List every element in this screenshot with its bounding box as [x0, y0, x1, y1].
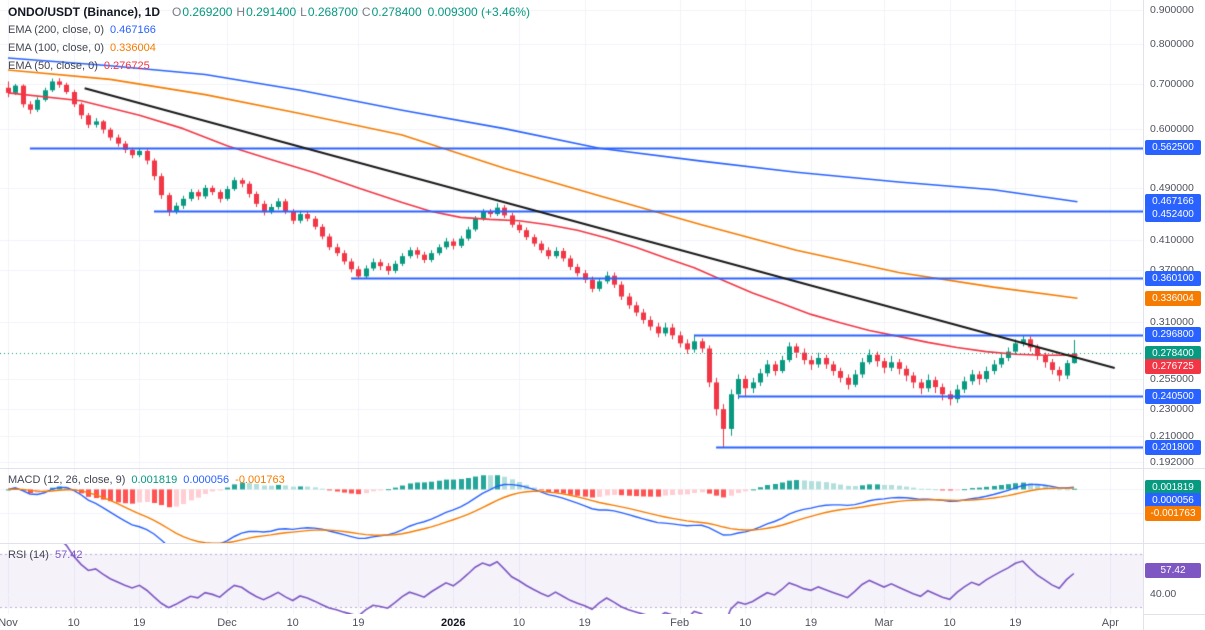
macd-legend[interactable]: MACD (12, 26, close, 9) 0.001819 0.000056-…: [8, 471, 285, 489]
time-axis-label: 2026: [441, 617, 466, 629]
time-axis-label: 19: [804, 617, 818, 629]
ohlc-change: 0.009300 (+3.46%): [427, 5, 531, 19]
time-axis[interactable]: Nov 10 19 Dec 10 19 2026 10 19 Feb 10 19 Mar 10 19 Apr: [0, 614, 1143, 630]
price-badge-level: 0.201800: [1145, 439, 1201, 455]
rsi-axis-label: 40.00: [1150, 587, 1177, 600]
symbol-legend-row[interactable]: ONDO/USDT (Binance), 1D O0.269200 H0.29140…: [8, 3, 530, 21]
macd-badge-signal: -0.001763: [1145, 505, 1201, 521]
price-badge-level: 0.452400: [1145, 207, 1201, 223]
price-badge-level: 0.562500: [1145, 140, 1201, 155]
price-axis-label: 0.192000: [1150, 455, 1194, 468]
macd-panel-canvas[interactable]: [0, 468, 1143, 543]
ema-legend-value: 0.276725: [103, 60, 150, 72]
ohlc-high: 0.291400: [246, 5, 297, 19]
price-axis-label: 0.700000: [1150, 77, 1194, 90]
macd-legend-value-2: -0.001763: [235, 474, 285, 486]
price-badge-last: 0.278400: [1145, 345, 1201, 361]
ema-legend-value: 0.467166: [110, 24, 156, 36]
time-axis-label: 10: [739, 617, 752, 629]
macd-legend-value-0: 0.001819: [131, 474, 178, 486]
price-badge-ema-200: 0.467166: [1145, 194, 1201, 210]
ema-legend-label: EMA (100, close, 0): [8, 42, 104, 54]
ohlc-low: 0.268700: [307, 5, 358, 19]
time-axis-label: 19: [352, 617, 365, 629]
ema-legend-value: 0.336004: [110, 42, 156, 54]
time-axis-label: 10: [512, 617, 526, 629]
price-badge-level: 0.296800: [1145, 327, 1201, 343]
rsi-panel-canvas[interactable]: [0, 543, 1143, 614]
time-axis-label: Feb: [670, 617, 690, 629]
macd-badge-hist: 0.001819: [1145, 479, 1201, 495]
price-badge-ema-50: 0.276725: [1145, 358, 1201, 374]
price-axis-label: 0.490000: [1150, 181, 1194, 194]
ema-legend-label: EMA (200, close, 0): [8, 24, 104, 36]
rsi-legend[interactable]: RSI (14) 57.42: [8, 546, 83, 564]
time-axis-label: 10: [943, 617, 956, 629]
rsi-badge: 57.42: [1145, 563, 1201, 579]
time-axis-label: Dec: [217, 617, 237, 629]
price-badge-level: 0.360100: [1145, 270, 1201, 286]
ema-legend-label: EMA (50, close, 0): [8, 60, 98, 72]
time-axis-label: Mar: [874, 617, 894, 629]
ohlc-close: 0.278400: [371, 5, 422, 19]
price-axis-label: 0.255000: [1150, 372, 1194, 385]
price-axis-label: 0.310000: [1150, 315, 1194, 328]
ema-legend-row-2[interactable]: EMA (50, close, 0) 0.276725: [8, 57, 530, 75]
chart-legend: ONDO/USDT (Binance), 1D O0.269200 H0.29140…: [8, 3, 530, 75]
time-axis-label: 10: [286, 617, 299, 629]
time-axis-label: Apr: [1101, 617, 1119, 629]
price-axis-label: 0.230000: [1150, 403, 1194, 416]
panel-separator[interactable]: [0, 468, 1205, 469]
time-axis-label: 19: [578, 617, 591, 629]
ohlc-open-letter: O: [172, 5, 182, 19]
ohlc-readout: O0.269200 H0.291400 L0.268700 C0.278400 0.00…: [168, 5, 530, 19]
symbol-title: ONDO/USDT (Binance), 1D: [8, 5, 161, 19]
price-axis-label: 0.900000: [1150, 4, 1194, 16]
price-axis-separator: [1143, 0, 1144, 630]
time-axis-label: 19: [133, 617, 146, 629]
price-chart-canvas[interactable]: [0, 0, 1143, 468]
price-axis-label: 0.800000: [1150, 38, 1194, 51]
macd-legend-value-1: 0.000056: [183, 474, 230, 486]
ohlc-open: 0.269200: [182, 5, 233, 19]
price-axis-label: 0.410000: [1150, 234, 1194, 247]
rsi-legend-value: 57.42: [54, 549, 83, 561]
rsi-legend-label: RSI (14): [8, 549, 49, 561]
macd-badge-line: 0.000056: [1145, 492, 1201, 508]
ohlc-high-letter: H: [236, 5, 246, 19]
price-axis-label: 0.600000: [1150, 122, 1194, 135]
panel-separator[interactable]: [0, 543, 1205, 544]
ema-legend-row-0[interactable]: EMA (200, close, 0) 0.467166: [8, 21, 530, 39]
time-axis-label: 10: [67, 617, 80, 629]
ohlc-low-letter: L: [300, 5, 307, 19]
price-badge-ema-100: 0.336004: [1145, 290, 1201, 306]
time-axis-label: 19: [1009, 617, 1022, 629]
price-badge-level: 0.240500: [1145, 388, 1201, 404]
ohlc-close-letter: C: [361, 5, 371, 19]
ema-legend-row-1[interactable]: EMA (100, close, 0) 0.336004: [8, 39, 530, 57]
time-axis-label: Nov: [0, 617, 18, 629]
macd-legend-label: MACD (12, 26, close, 9): [8, 474, 126, 486]
price-axis-label: 0.210000: [1150, 429, 1194, 442]
